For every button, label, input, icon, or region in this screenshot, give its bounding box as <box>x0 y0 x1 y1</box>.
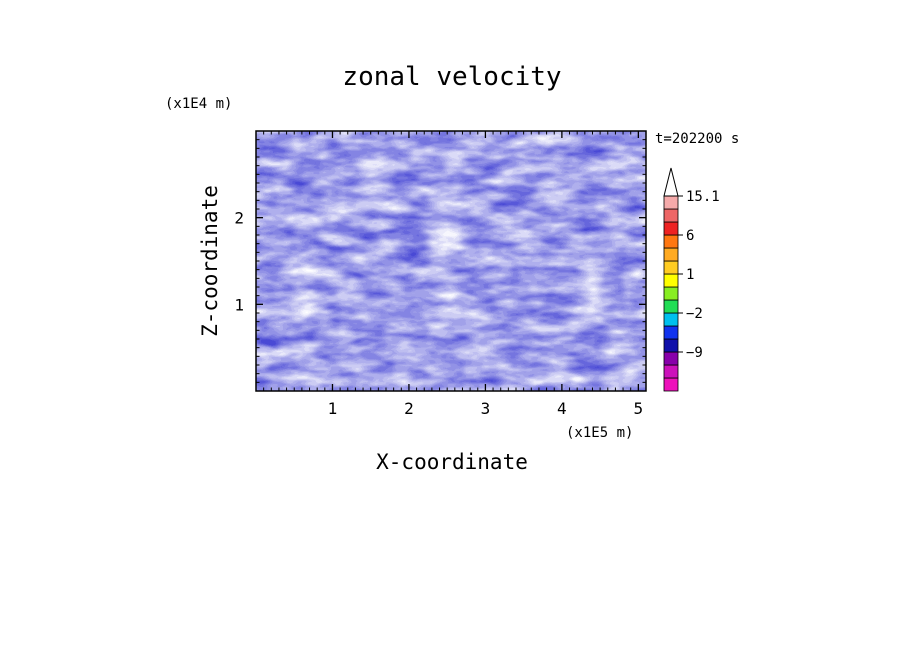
x-axis-label: X-coordinate <box>376 450 528 474</box>
colorbar-bin <box>663 299 679 314</box>
x-axis: 1 2 3 4 5 <box>263 131 647 418</box>
x-tick-label: 2 <box>404 399 414 418</box>
colorbar-bin <box>663 312 679 327</box>
colorbar-label: 1 <box>686 267 694 283</box>
y-axis: 12 <box>234 139 646 383</box>
colorbar-label: −2 <box>686 306 703 322</box>
colorbar-bin <box>663 364 679 379</box>
colorbar-bin <box>663 351 679 366</box>
x-tick-label: 1 <box>328 399 338 418</box>
colorbar-extend-max <box>663 167 679 197</box>
heatmap-field <box>256 131 646 391</box>
colorbar-label: 6 <box>686 228 694 244</box>
colorbar-bin <box>663 273 679 288</box>
chart-title: zonal velocity <box>342 62 561 92</box>
colorbar-bin <box>663 234 679 249</box>
colorbar-bin <box>663 377 679 392</box>
y-tick-label: 2 <box>234 209 244 228</box>
x-axis-unit: (x1E5 m) <box>566 425 633 441</box>
colorbar-bin <box>663 338 679 353</box>
colorbar-bin <box>663 247 679 262</box>
colorbar: 15.1 6 1 −2 −9 <box>663 167 720 392</box>
colorbar-bin <box>663 208 679 223</box>
y-axis-unit: (x1E4 m) <box>165 96 232 112</box>
y-axis-label: Z-coordinate <box>198 185 222 337</box>
colorbar-bin <box>663 325 679 340</box>
colorbar-bin <box>663 221 679 236</box>
colorbar-label: −9 <box>686 345 703 361</box>
x-tick-label: 4 <box>557 399 567 418</box>
y-tick-label: 1 <box>234 295 244 314</box>
colorbar-bin <box>663 195 679 210</box>
time-label: t=202200 s <box>655 131 739 147</box>
colorbar-bin <box>663 260 679 275</box>
colorbar-bin <box>663 286 679 301</box>
colorbar-label: 15.1 <box>686 189 720 205</box>
x-tick-label: 5 <box>634 399 644 418</box>
x-tick-label: 3 <box>481 399 491 418</box>
